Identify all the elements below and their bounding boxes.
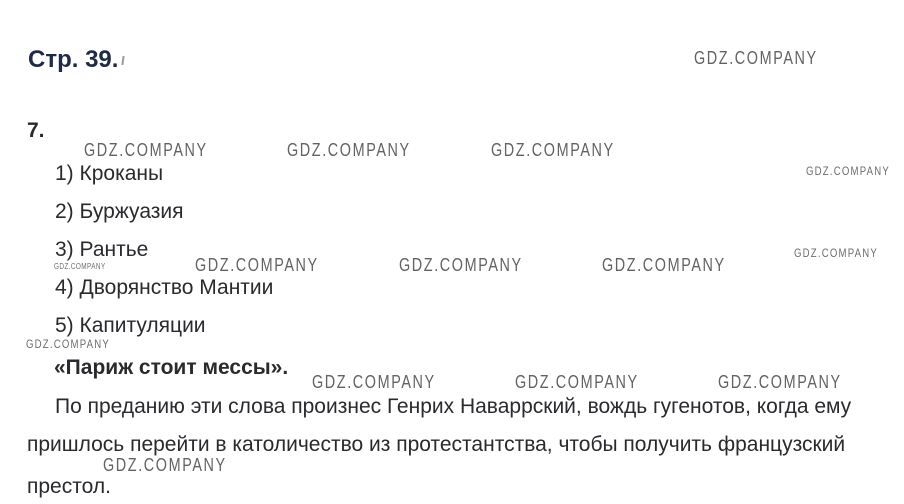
watermark: GDZ.COMPANY [602,255,726,275]
paragraph-line: По преданию эти слова произнес Генрих На… [55,395,852,418]
watermark: GDZ.COMPANY [718,372,842,392]
watermark: GDZ.COMPANY [26,337,110,351]
watermark: GDZ.COMPANY [312,372,436,392]
page-heading: Стр. 39. [28,46,119,73]
watermark: GDZ.COMPANY [54,262,106,271]
watermark: GDZ.COMPANY [806,164,890,178]
question-number: 7. [27,119,45,142]
watermark: GDZ.COMPANY [103,455,227,475]
answer-item: 3) Рантье [55,238,149,261]
watermark: GDZ.COMPANY [195,255,319,275]
watermark: GDZ.COMPANY [399,255,523,275]
quote-text: «Париж стоит мессы». [54,356,289,379]
ink-speck [121,55,125,66]
answer-item: 2) Буржуазия [55,200,184,223]
answer-item: 5) Капитуляции [55,314,206,337]
watermark: GDZ.COMPANY [794,246,878,260]
watermark: GDZ.COMPANY [491,140,615,160]
watermark: GDZ.COMPANY [287,140,411,160]
answer-item: 4) Дворянство Мантии [55,276,274,299]
watermark: GDZ.COMPANY [515,372,639,392]
paragraph-line: пришлось перейти в католичество из проте… [27,433,846,456]
paragraph-line: престол. [27,475,111,498]
watermark: GDZ.COMPANY [84,140,208,160]
answer-item: 1) Кроканы [55,162,164,185]
watermark: GDZ.COMPANY [694,48,818,68]
